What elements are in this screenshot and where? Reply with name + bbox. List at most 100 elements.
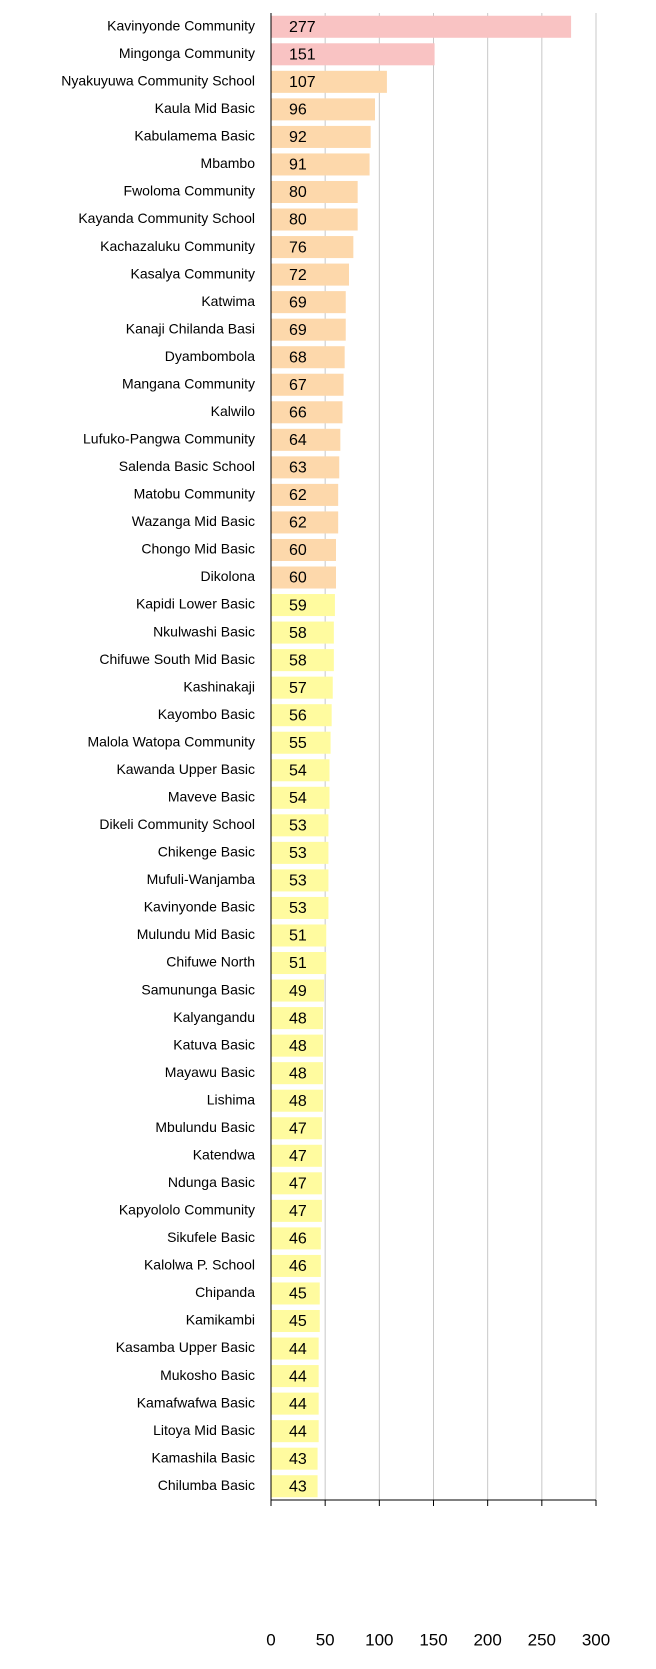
y-tick-label: Mukosho Basic: [160, 1367, 255, 1383]
bar: [271, 1007, 323, 1030]
data-label: 58: [289, 625, 307, 642]
y-tick-label: Mbulundu Basic: [155, 1119, 255, 1135]
data-label: 47: [289, 1120, 307, 1137]
y-tick-label: Chilumba Basic: [158, 1477, 255, 1493]
data-label: 107: [289, 74, 316, 91]
data-label: 57: [289, 680, 307, 697]
y-tick-label: Kachazaluku Community: [100, 238, 255, 254]
data-label: 59: [289, 597, 307, 614]
data-label: 44: [289, 1423, 307, 1440]
y-tick-label: Litoya Mid Basic: [153, 1422, 255, 1438]
bar: [271, 594, 335, 617]
bar: [271, 924, 327, 947]
y-tick-label: Samununga Basic: [141, 981, 255, 997]
bar: [271, 896, 329, 919]
data-label: 62: [289, 487, 307, 504]
y-tick-label: Kapidi Lower Basic: [136, 596, 255, 612]
data-label: 47: [289, 1176, 307, 1193]
data-label: 46: [289, 1231, 307, 1248]
data-label: 63: [289, 460, 307, 477]
bar: [271, 649, 334, 672]
bar: [271, 841, 329, 864]
y-tick-label: Kashinakaji: [183, 678, 255, 694]
data-label: 66: [289, 405, 307, 422]
data-label: 62: [289, 515, 307, 532]
bar: [271, 621, 334, 644]
data-label: 51: [289, 955, 307, 972]
bar: [271, 979, 325, 1002]
data-label: 53: [289, 900, 307, 917]
bar: [271, 373, 344, 396]
data-label: 45: [289, 1286, 307, 1303]
y-tick-label: Kasamba Upper Basic: [116, 1339, 255, 1355]
bar: [271, 1475, 318, 1498]
bar: [271, 1172, 322, 1195]
data-label: 51: [289, 928, 307, 945]
bar: [271, 401, 343, 424]
bar: [271, 346, 345, 369]
data-label: 91: [289, 157, 307, 174]
bar: [271, 1089, 323, 1112]
y-tick-label: Kapyololo Community: [119, 1202, 255, 1218]
data-label: 80: [289, 184, 307, 201]
y-tick-label: Chipanda: [195, 1284, 255, 1300]
y-tick-label: Chifuwe South Mid Basic: [99, 651, 255, 667]
x-tick-label: 50: [316, 1630, 335, 1649]
data-label: 64: [289, 432, 307, 449]
y-tick-label: Katendwa: [193, 1146, 255, 1162]
bar: [271, 236, 354, 259]
bar: [271, 869, 329, 892]
y-tick-label: Katwima: [201, 293, 255, 309]
y-tick-label: Mbambo: [201, 155, 256, 171]
bar: [271, 98, 375, 121]
bar: [271, 1309, 320, 1333]
y-tick-label: Chifuwe North: [166, 954, 255, 970]
data-label: 92: [289, 129, 307, 146]
y-tick-label: Nyakuyuwa Community School: [61, 73, 255, 89]
data-label: 80: [289, 212, 307, 229]
y-tick-label: Salenda Basic School: [119, 458, 255, 474]
y-tick-label: Kanaji Chilanda Basi: [126, 320, 255, 336]
bar: [271, 125, 371, 148]
y-tick-label: Lufuko-Pangwa Community: [83, 431, 255, 447]
bar: [271, 1365, 319, 1388]
y-tick-label: Mingonga Community: [119, 45, 255, 61]
y-tick-label: Wazanga Mid Basic: [132, 513, 255, 529]
bar: [271, 1447, 318, 1470]
bar: [271, 1420, 319, 1443]
y-tick-label: Kaula Mid Basic: [155, 100, 255, 116]
data-label: 60: [289, 570, 307, 587]
y-tick-label: Mulundu Mid Basic: [137, 926, 255, 942]
y-tick-label: Dyambombola: [165, 348, 255, 364]
data-label: 53: [289, 873, 307, 890]
data-label: 56: [289, 707, 307, 724]
bar: [271, 1144, 322, 1167]
bar: [271, 704, 332, 727]
bar: [271, 1282, 320, 1305]
data-label: 67: [289, 377, 307, 394]
data-label: 151: [289, 47, 316, 64]
bar: [271, 456, 340, 479]
data-label: 96: [289, 102, 307, 119]
y-tick-label: Kayanda Community School: [78, 210, 255, 226]
bar: [271, 1199, 322, 1222]
y-tick-label: Kalyangandu: [173, 1009, 255, 1025]
data-label: 48: [289, 1038, 307, 1055]
y-tick-label: Kamafwafwa Basic: [137, 1394, 255, 1410]
x-tick-label: 250: [528, 1630, 556, 1649]
data-label: 55: [289, 735, 307, 752]
y-tick-label: Chikenge Basic: [158, 844, 255, 860]
y-tick-label: Kasalya Community: [131, 265, 256, 281]
data-label: 43: [289, 1451, 307, 1468]
y-tick-label: Malola Watopa Community: [87, 733, 255, 749]
bar: [271, 483, 339, 506]
data-label: 54: [289, 790, 307, 807]
y-tick-label: Mangana Community: [122, 375, 255, 391]
bar: [271, 1392, 319, 1415]
data-label: 47: [289, 1148, 307, 1165]
bar: [271, 70, 387, 93]
y-tick-label: Katuva Basic: [173, 1036, 255, 1052]
bar: [271, 153, 370, 176]
data-label: 48: [289, 1065, 307, 1082]
data-label: 48: [289, 1093, 307, 1110]
